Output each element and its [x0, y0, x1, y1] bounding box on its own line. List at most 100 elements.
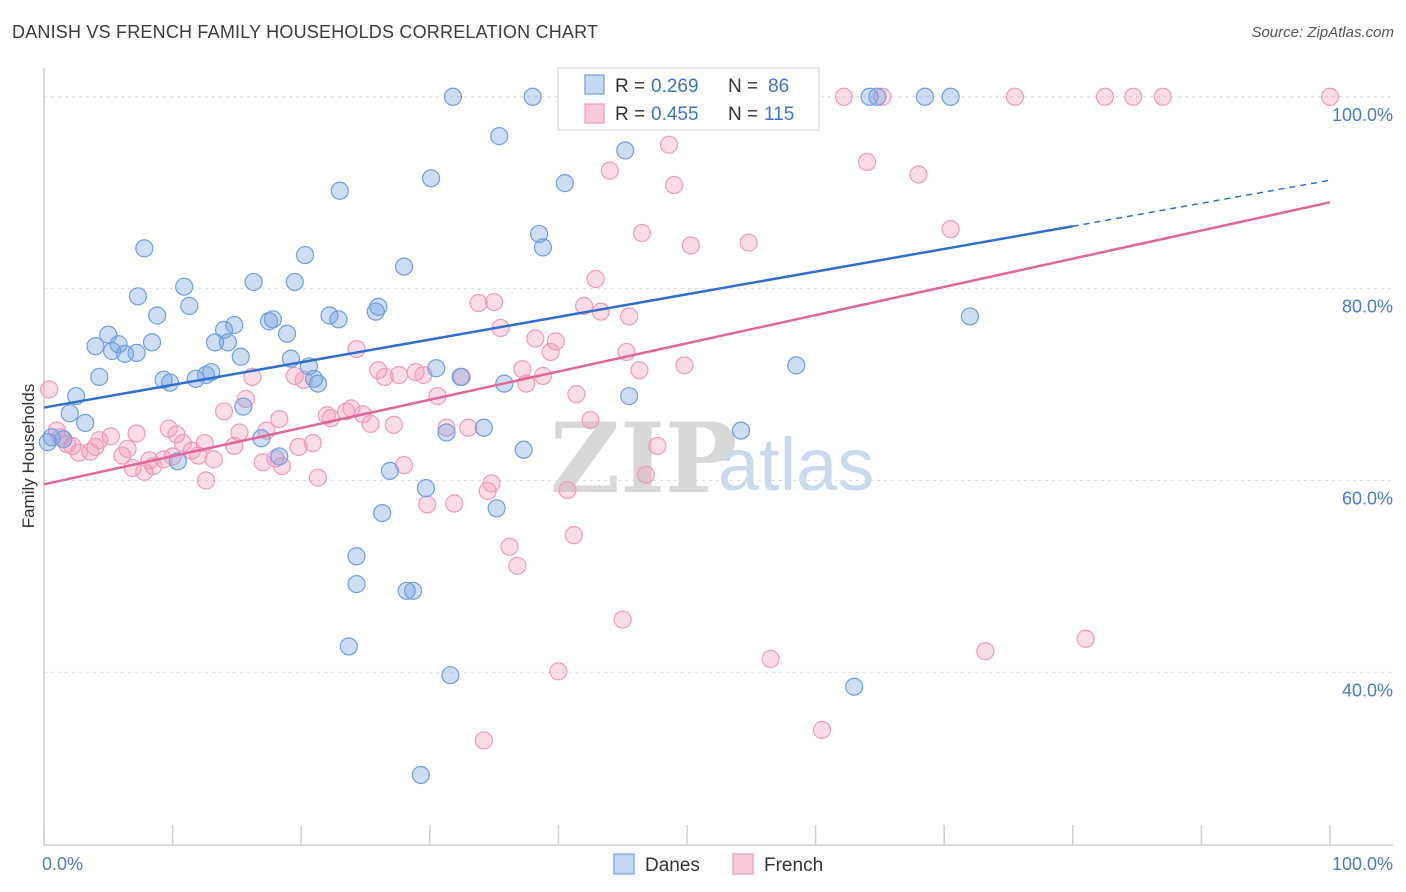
- data-point-french: [230, 423, 249, 442]
- data-point-danes: [530, 224, 549, 244]
- correlation-legend: R = 0.269 N = 86 R = 0.455 N = 115: [557, 67, 820, 131]
- data-point-danes: [308, 374, 328, 393]
- data-point-danes: [487, 499, 506, 518]
- legend-n-label-french: N =: [728, 104, 758, 125]
- data-point-french: [564, 526, 583, 545]
- data-point-french: [941, 220, 960, 239]
- data-point-danes: [366, 302, 385, 321]
- y-tick-labels: 40.0% 60.0% 80.0% 100.0%: [1332, 105, 1393, 701]
- data-point-french: [1124, 87, 1143, 106]
- data-point-french: [500, 537, 519, 556]
- data-point-french: [739, 233, 758, 252]
- data-point-danes: [128, 287, 147, 306]
- data-point-french: [675, 356, 694, 375]
- data-point-danes: [347, 574, 366, 594]
- data-point-danes: [787, 356, 806, 375]
- data-point-danes: [555, 174, 574, 193]
- data-point-danes: [148, 306, 167, 325]
- data-point-danes: [135, 239, 154, 258]
- data-point-danes: [845, 677, 864, 696]
- data-point-danes: [234, 397, 253, 416]
- data-point-danes: [127, 343, 146, 362]
- data-point-french: [976, 642, 995, 661]
- data-point-danes: [411, 765, 430, 785]
- data-point-french: [648, 436, 667, 456]
- data-point-danes: [421, 169, 441, 188]
- legend-n-value-french: 115: [764, 104, 794, 125]
- data-point-danes: [451, 367, 470, 386]
- data-point-french: [347, 339, 366, 359]
- series-danes-points: [38, 87, 980, 785]
- data-point-danes: [225, 315, 244, 335]
- data-point-danes: [285, 272, 304, 292]
- data-point-danes: [441, 666, 460, 685]
- data-point-french: [474, 731, 493, 750]
- data-point-french: [321, 409, 340, 428]
- data-point-french: [1320, 87, 1340, 106]
- data-point-french: [513, 360, 532, 379]
- y-tick-label: 100.0%: [1332, 105, 1393, 125]
- data-point-danes: [330, 181, 349, 200]
- data-point-french: [681, 236, 700, 255]
- data-point-french: [303, 433, 322, 453]
- data-point-french: [418, 495, 437, 514]
- data-point-french: [482, 474, 501, 493]
- data-point-french: [659, 135, 679, 154]
- data-point-danes: [427, 359, 446, 378]
- data-point-danes: [868, 87, 887, 106]
- y-tick-label: 80.0%: [1342, 297, 1393, 317]
- data-point-french: [384, 415, 403, 434]
- legend-r-value-french: 0.455: [651, 104, 699, 125]
- trend-line-danes-extension: [1072, 179, 1331, 228]
- data-point-french: [270, 409, 289, 429]
- data-point-french: [445, 494, 464, 513]
- watermark-atlas: atlas: [718, 423, 874, 506]
- data-point-danes: [397, 581, 416, 600]
- data-point-french: [526, 329, 545, 348]
- data-point-danes: [270, 447, 289, 466]
- data-point-danes: [205, 333, 225, 352]
- data-point-danes: [380, 461, 400, 480]
- data-point-danes: [490, 127, 509, 146]
- data-point-french: [857, 152, 877, 172]
- bottom-legend-label-danes: Danes: [645, 855, 700, 876]
- data-point-french: [204, 450, 223, 469]
- data-point-french: [63, 436, 82, 456]
- data-point-danes: [403, 581, 423, 600]
- watermark-zip: ZIP: [550, 402, 737, 515]
- data-point-danes: [231, 347, 250, 366]
- legend-swatch-danes: [584, 74, 605, 95]
- data-point-danes: [443, 87, 463, 106]
- data-point-danes: [731, 421, 751, 440]
- data-point-french: [812, 720, 832, 739]
- data-point-french: [289, 437, 308, 457]
- data-point-danes: [474, 418, 493, 437]
- data-point-danes: [277, 324, 297, 343]
- data-point-french: [567, 385, 586, 404]
- data-point-danes: [180, 296, 199, 315]
- data-point-danes: [941, 87, 960, 106]
- data-point-french: [909, 165, 928, 184]
- data-point-danes: [42, 428, 61, 447]
- data-point-danes: [109, 335, 128, 354]
- data-point-french: [575, 296, 594, 315]
- legend-r-label-french: R =: [615, 104, 645, 125]
- data-point-danes: [347, 547, 366, 566]
- data-point-french: [389, 365, 409, 385]
- data-point-danes: [86, 337, 105, 356]
- data-point-french: [369, 361, 388, 380]
- data-point-danes: [320, 306, 339, 325]
- x-tick-label-max: 100.0%: [1332, 854, 1393, 874]
- data-point-french: [665, 175, 684, 195]
- data-point-french: [127, 424, 146, 443]
- data-point-french: [459, 418, 478, 437]
- data-point-french: [469, 293, 488, 313]
- data-point-french: [541, 342, 560, 362]
- data-point-french: [375, 367, 394, 386]
- data-point-danes: [54, 430, 73, 449]
- data-point-french: [1153, 87, 1172, 106]
- bottom-legend-label-french: French: [764, 855, 823, 876]
- data-point-french: [632, 223, 652, 243]
- data-point-danes: [620, 386, 639, 406]
